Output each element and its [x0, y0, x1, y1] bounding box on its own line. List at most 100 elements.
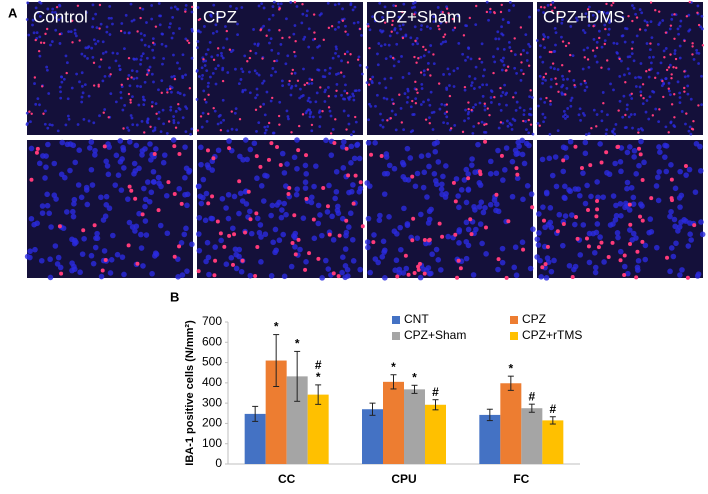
nucleus [445, 115, 449, 119]
nucleus [181, 116, 185, 120]
microglia [541, 218, 546, 223]
nucleus [50, 123, 54, 127]
microglia [166, 180, 171, 185]
microglia [555, 229, 560, 234]
nucleus [413, 1, 417, 5]
nucleus [32, 31, 36, 35]
microglia [92, 223, 97, 228]
microglia [675, 66, 678, 70]
nucleus [578, 107, 582, 111]
nucleus [103, 75, 107, 78]
nucleus [398, 246, 404, 253]
microglia [99, 58, 103, 61]
microglia [499, 153, 504, 158]
nucleus [66, 97, 70, 101]
microglia [669, 177, 674, 182]
nucleus [70, 208, 76, 215]
nucleus [371, 15, 374, 18]
nucleus [224, 25, 227, 28]
nucleus [84, 46, 88, 50]
nucleus [536, 230, 542, 236]
nucleus [561, 74, 564, 78]
microglia [539, 5, 543, 9]
nucleus [614, 230, 621, 236]
nucleus [83, 184, 90, 191]
nucleus [567, 138, 574, 145]
nucleus [489, 96, 493, 99]
nucleus [616, 51, 619, 55]
nucleus [646, 229, 652, 236]
microglia [604, 150, 609, 155]
nucleus [453, 124, 457, 127]
nucleus [198, 75, 201, 78]
nucleus [471, 132, 475, 135]
nucleus [247, 146, 254, 153]
nucleus [427, 98, 430, 102]
nucleus [271, 67, 275, 70]
nucleus [297, 246, 303, 253]
microglia [395, 274, 400, 279]
nucleus [46, 210, 53, 217]
bar [521, 408, 543, 464]
nucleus [326, 86, 330, 89]
nucleus [172, 121, 176, 125]
microglia [394, 4, 398, 8]
nucleus [384, 57, 388, 61]
microglia [569, 53, 572, 57]
microglia [510, 49, 513, 53]
nucleus [547, 205, 554, 211]
nucleus [512, 4, 516, 7]
microglia [221, 79, 225, 83]
nucleus [287, 83, 291, 86]
nucleus [340, 254, 346, 260]
microglia [205, 148, 210, 153]
nucleus [610, 193, 617, 199]
nucleus [586, 259, 593, 266]
nucleus [354, 89, 358, 92]
nucleus [236, 22, 239, 26]
nucleus [381, 249, 387, 255]
microglia [685, 112, 688, 115]
microglia [390, 30, 393, 33]
microglia [313, 31, 316, 34]
microglia [651, 114, 655, 117]
nucleus [103, 108, 107, 111]
nucleus [612, 88, 615, 92]
nucleus [121, 108, 125, 112]
nucleus [647, 75, 651, 79]
nucleus [331, 127, 335, 131]
nucleus [394, 231, 400, 237]
nucleus [443, 103, 447, 107]
nucleus [58, 3, 61, 7]
nucleus [347, 114, 350, 118]
nucleus [448, 84, 451, 87]
nucleus [38, 54, 42, 58]
nucleus [39, 1, 43, 5]
nucleus [39, 203, 46, 209]
nucleus [350, 182, 356, 188]
nucleus [637, 128, 641, 131]
nucleus [323, 75, 327, 79]
nucleus [649, 61, 653, 65]
nucleus [214, 82, 218, 86]
microglia [248, 217, 253, 222]
nucleus [480, 209, 487, 216]
nucleus [441, 40, 445, 44]
nucleus [138, 245, 145, 251]
microglia [602, 102, 605, 105]
nucleus [283, 211, 289, 218]
nucleus [365, 139, 372, 146]
microglia [551, 9, 554, 12]
nucleus [386, 162, 393, 169]
nucleus [278, 214, 285, 221]
microglia [584, 236, 589, 241]
nucleus [483, 68, 486, 72]
nucleus [160, 32, 164, 36]
nucleus [200, 66, 204, 70]
nucleus [491, 197, 498, 203]
nucleus [111, 22, 114, 26]
nucleus [78, 80, 81, 84]
nucleus [645, 42, 649, 45]
nucleus [375, 93, 379, 97]
nucleus [409, 36, 413, 40]
